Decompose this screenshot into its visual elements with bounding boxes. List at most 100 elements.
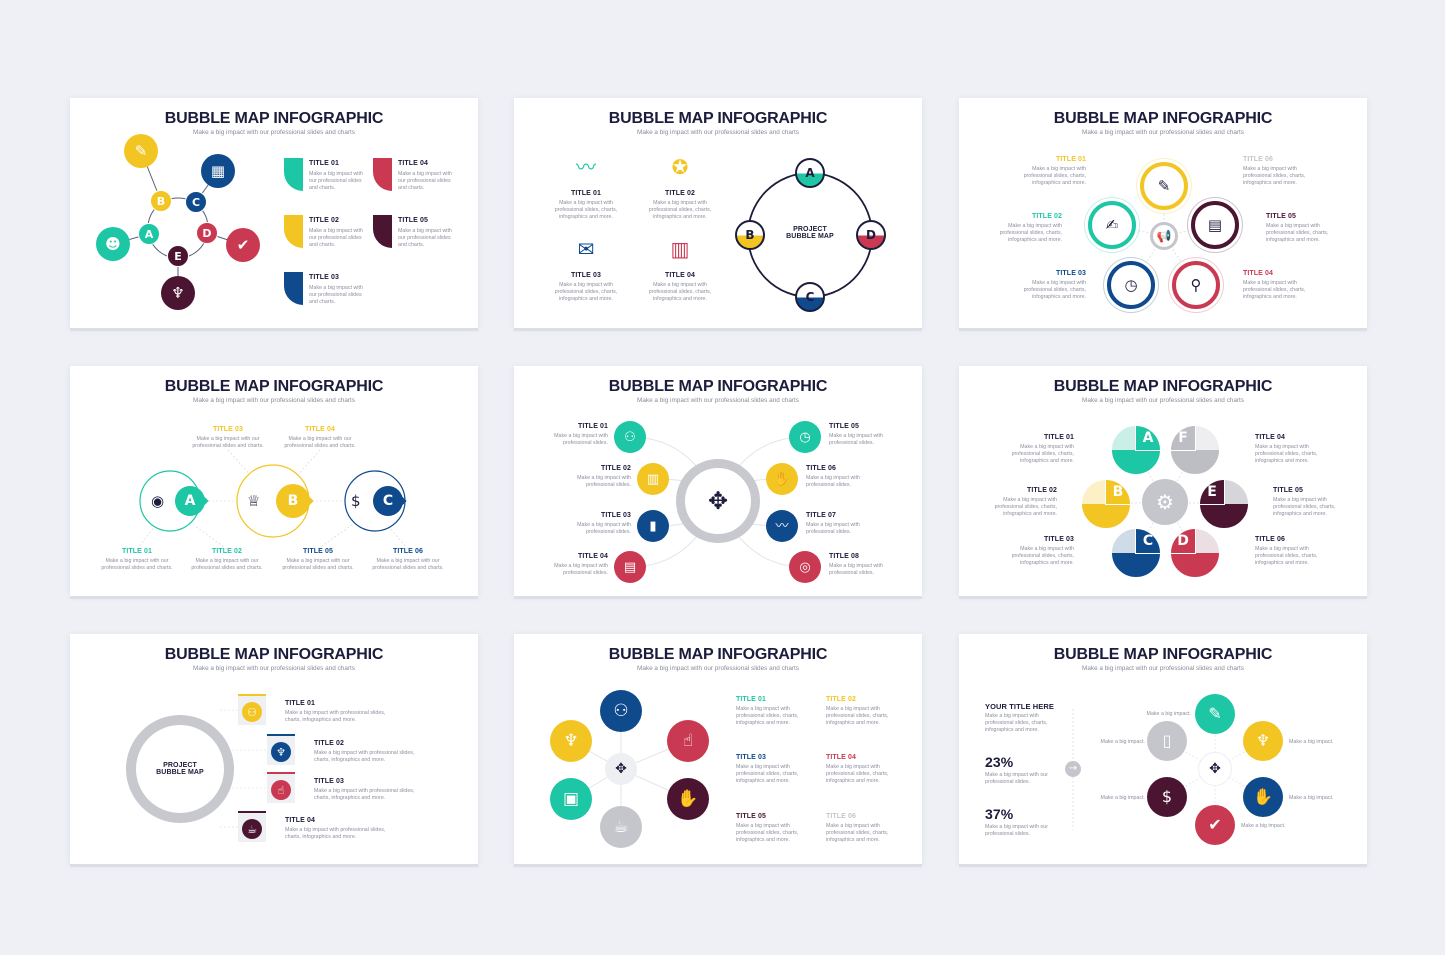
item-description: Make a big impact with professional slid… [826,823,889,844]
document-pen-icon: ✎ [134,141,148,160]
item-title: TITLE 06 [806,465,836,472]
slide-title: BUBBLE MAP INFOGRAPHIC [608,646,828,663]
thumbs-up-icon: ☝ [682,730,694,751]
briefcase-icon: ▣ [562,788,580,809]
item-title: TITLE 02 [1027,487,1057,494]
letter-quadrant: A [1135,426,1160,451]
item-title: TITLE 05 [1273,487,1303,494]
icon-bubble: $ [1147,777,1187,817]
icon-holder: ◉ [151,493,164,511]
icon-bubble: ▥ [637,463,669,495]
item-description: Make a big impact with our professional … [101,558,173,572]
icon-bubble: ⚇ [600,690,642,732]
slide-9[interactable]: BUBBLE MAP INFOGRAPHIC Make a big impact … [959,634,1367,864]
item-title: TITLE 02 [601,465,631,472]
ring-bubble: ⚲ [1172,261,1220,309]
slide-subtitle: Make a big impact with our professional … [193,665,355,672]
slide-6[interactable]: BUBBLE MAP INFOGRAPHIC Make a big impact … [959,366,1367,596]
item-title: TITLE 03 [213,426,243,433]
item-title: TITLE 07 [806,512,836,519]
certificate-icon: ✉ [577,237,595,261]
icon-holder: ♕ [247,493,260,511]
slide-subtitle: Make a big impact with our professional … [1082,397,1244,404]
item-title: TITLE 02 [212,548,242,555]
slide-subtitle: Make a big impact with our professional … [193,397,355,404]
bubble-letter: E [1207,484,1217,500]
slide-1[interactable]: BUBBLE MAP INFOGRAPHIC Make a big impact … [70,98,478,328]
item-description: Make a big impact with our professional … [309,171,363,192]
slide-5[interactable]: BUBBLE MAP INFOGRAPHIC Make a big impact … [514,366,922,596]
slide-4[interactable]: BUBBLE MAP INFOGRAPHIC Make a big impact … [70,366,478,596]
item-description: Make a big impact with professional slid… [829,563,883,577]
segment-bubble: E [1199,479,1249,529]
profile-heads-icon: ☻ [105,234,121,253]
bubble-letter: A [144,227,154,241]
icon-bubble: ✔ [226,228,260,262]
slide-8[interactable]: BUBBLE MAP INFOGRAPHIC Make a big impact … [514,634,922,864]
color-tab [284,158,303,191]
ring-bubble: ✍ [1088,201,1136,249]
slide-title: BUBBLE MAP INFOGRAPHIC [608,378,828,395]
money-bag-icon: $ [351,492,361,510]
bubble-letter: C [805,290,815,304]
bubble-letter: C [382,493,394,509]
megaphone-icon: 📢 [1156,229,1172,243]
color-tab [373,215,392,248]
item-description: Make a big impact with professional slid… [648,282,712,303]
item-icon: 〰 [574,157,598,179]
person-arrows-icon: ✥ [1209,761,1221,777]
bar-chart-decline-icon: ▯ [1162,731,1172,750]
icon-bubble: ▣ [550,778,592,820]
item-title: TITLE 01 [122,548,152,555]
item-icon: ✉ [574,239,598,261]
stat-value: 23% [985,754,1014,770]
item-description: Make a big impact with professional slid… [577,522,631,536]
bubble-letter: F [1178,430,1188,446]
item-description: Make a big impact with professional slid… [736,823,799,844]
letter-bubble: B [276,484,310,518]
ring-bubble: ▤ [1191,201,1239,249]
center-label: PROJECT BUBBLE MAP [156,762,204,776]
item-description: Make a big impact with our professional … [282,558,354,572]
connector-line [194,525,228,550]
segment-bubble: F [1170,425,1220,475]
building-icon: ▦ [210,161,226,180]
slide-title: BUBBLE MAP INFOGRAPHIC [608,110,828,127]
item-title: TITLE 02 [1032,213,1062,220]
bubble-letter: B [1112,484,1124,500]
heading-description: Make a big impact with professional slid… [985,713,1048,734]
tie-icon: ♆ [1255,731,1271,750]
icon-bubble: ▯ [1147,721,1187,761]
icon-holder: $ [351,493,361,511]
item-description: Make a big impact with our professional … [192,436,264,450]
slide-3[interactable]: BUBBLE MAP INFOGRAPHIC Make a big impact … [959,98,1367,328]
slide-subtitle: Make a big impact with our professional … [637,665,799,672]
item-title: TITLE 06 [1255,536,1285,543]
item-title: TITLE 03 [736,754,766,761]
item-description: Make a big impact with professional slid… [314,788,415,802]
arrow-button[interactable]: → [1065,761,1081,777]
icon-bubble: ✔ [1195,805,1235,845]
line-chart-icon: 〰 [775,518,789,534]
item-title: TITLE 05 [398,217,428,224]
slide-2[interactable]: BUBBLE MAP INFOGRAPHIC Make a big impact … [514,98,922,328]
building-growth-icon: ▥ [670,237,690,261]
letter-bubble: B [735,220,765,250]
bubble-letter: D [202,226,212,240]
icon-card: ☝ [267,772,295,803]
bubble-letter: C [191,195,201,209]
letter-quadrant: D [1171,529,1196,554]
icon-card: ☕ [238,811,266,842]
slide-7[interactable]: BUBBLE MAP INFOGRAPHIC Make a big impact … [70,634,478,864]
slide-subtitle: Make a big impact with our professional … [1082,129,1244,136]
item-icon: ✪ [668,157,692,179]
item-title: TITLE 04 [285,817,315,824]
bubble-label: Make a big impact. [1100,795,1145,801]
item-description: Make a big impact with professional slid… [285,710,386,724]
bubble-label: Make a big impact. [1289,795,1334,801]
item-title: TITLE 03 [571,272,601,279]
center-bubble: ✥ [1198,752,1232,786]
item-description: Make a big impact with professional slid… [554,563,608,577]
team-hierarchy-icon: ⚇ [613,700,629,721]
item-title: TITLE 04 [578,553,608,560]
